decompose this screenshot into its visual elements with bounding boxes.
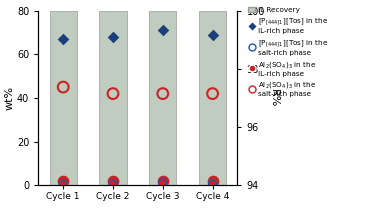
Point bbox=[60, 37, 66, 41]
Bar bbox=[149, 11, 177, 185]
Point bbox=[160, 181, 166, 185]
Point bbox=[110, 179, 116, 183]
Point bbox=[210, 183, 216, 186]
Bar bbox=[49, 11, 77, 185]
Legend: IL Recovery, [P$_{[444]1}$][Tos] in the
IL-rich phase, [P$_{[444]1}$][Tos] in th: IL Recovery, [P$_{[444]1}$][Tos] in the … bbox=[247, 6, 329, 99]
Bar bbox=[99, 11, 127, 185]
Point bbox=[210, 179, 216, 183]
Point bbox=[160, 29, 166, 32]
Point bbox=[110, 183, 116, 186]
Y-axis label: wt%: wt% bbox=[4, 86, 14, 110]
Point bbox=[160, 92, 166, 95]
Point bbox=[60, 179, 66, 183]
Bar bbox=[199, 11, 226, 185]
Point bbox=[110, 35, 116, 39]
Point bbox=[60, 183, 66, 186]
Point bbox=[210, 33, 216, 36]
Y-axis label: R%: R% bbox=[269, 89, 279, 107]
Point bbox=[110, 92, 116, 95]
Point bbox=[210, 92, 216, 95]
Point bbox=[160, 179, 166, 183]
Point bbox=[60, 85, 66, 89]
